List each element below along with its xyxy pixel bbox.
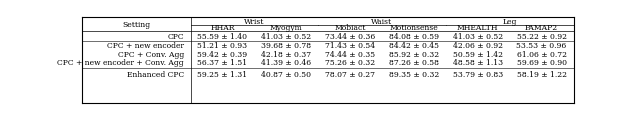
Text: 89.35 ± 0.32: 89.35 ± 0.32 (389, 71, 439, 79)
Text: 55.22 ± 0.92: 55.22 ± 0.92 (516, 33, 566, 41)
Text: 58.19 ± 1.22: 58.19 ± 1.22 (516, 71, 566, 79)
Text: CPC: CPC (168, 33, 184, 41)
Text: 73.44 ± 0.36: 73.44 ± 0.36 (325, 33, 375, 41)
Text: 84.08 ± 0.59: 84.08 ± 0.59 (389, 33, 439, 41)
Text: Enhanced CPC: Enhanced CPC (127, 71, 184, 79)
Text: PAMAP2: PAMAP2 (525, 24, 558, 32)
Text: 41.39 ± 0.46: 41.39 ± 0.46 (261, 59, 311, 67)
Text: 74.44 ± 0.35: 74.44 ± 0.35 (325, 51, 375, 59)
Text: Waist: Waist (371, 18, 392, 27)
Text: 78.07 ± 0.27: 78.07 ± 0.27 (325, 71, 375, 79)
Text: Myogym: Myogym (270, 24, 303, 32)
Text: 42.18 ± 0.37: 42.18 ± 0.37 (261, 51, 311, 59)
Text: 53.53 ± 0.96: 53.53 ± 0.96 (516, 42, 567, 50)
Text: Wrist: Wrist (244, 18, 264, 27)
Text: 87.26 ± 0.58: 87.26 ± 0.58 (389, 59, 439, 67)
Text: 85.92 ± 0.32: 85.92 ± 0.32 (389, 51, 439, 59)
Text: 39.68 ± 0.78: 39.68 ± 0.78 (261, 42, 311, 50)
Text: 84.42 ± 0.45: 84.42 ± 0.45 (389, 42, 439, 50)
Text: MHEALTH: MHEALTH (457, 24, 499, 32)
Text: Mobiact: Mobiact (335, 24, 366, 32)
Text: 48.58 ± 1.13: 48.58 ± 1.13 (452, 59, 503, 67)
Text: HHAR: HHAR (210, 24, 235, 32)
Text: 61.06 ± 0.72: 61.06 ± 0.72 (516, 51, 566, 59)
Text: 59.69 ± 0.90: 59.69 ± 0.90 (516, 59, 566, 67)
Text: 41.03 ± 0.52: 41.03 ± 0.52 (452, 33, 503, 41)
Text: Setting: Setting (122, 21, 150, 29)
Text: 71.43 ± 0.54: 71.43 ± 0.54 (325, 42, 375, 50)
Text: 56.37 ± 1.51: 56.37 ± 1.51 (197, 59, 248, 67)
Text: 53.79 ± 0.83: 53.79 ± 0.83 (452, 71, 503, 79)
Text: CPC + Conv. Agg: CPC + Conv. Agg (118, 51, 184, 59)
Text: 51.21 ± 0.93: 51.21 ± 0.93 (197, 42, 248, 50)
Text: 59.42 ± 0.39: 59.42 ± 0.39 (197, 51, 248, 59)
Text: 75.26 ± 0.32: 75.26 ± 0.32 (325, 59, 375, 67)
Text: 40.87 ± 0.50: 40.87 ± 0.50 (261, 71, 311, 79)
Text: 55.59 ± 1.40: 55.59 ± 1.40 (197, 33, 248, 41)
Text: 41.03 ± 0.52: 41.03 ± 0.52 (261, 33, 311, 41)
Text: CPC + new encoder: CPC + new encoder (107, 42, 184, 50)
Text: 59.25 ± 1.31: 59.25 ± 1.31 (197, 71, 248, 79)
Text: Motionsense: Motionsense (390, 24, 438, 32)
Text: Leg: Leg (502, 18, 517, 27)
Text: CPC + new encoder + Conv. Agg: CPC + new encoder + Conv. Agg (58, 59, 184, 67)
Text: 42.06 ± 0.92: 42.06 ± 0.92 (452, 42, 503, 50)
Text: 50.59 ± 1.42: 50.59 ± 1.42 (452, 51, 503, 59)
